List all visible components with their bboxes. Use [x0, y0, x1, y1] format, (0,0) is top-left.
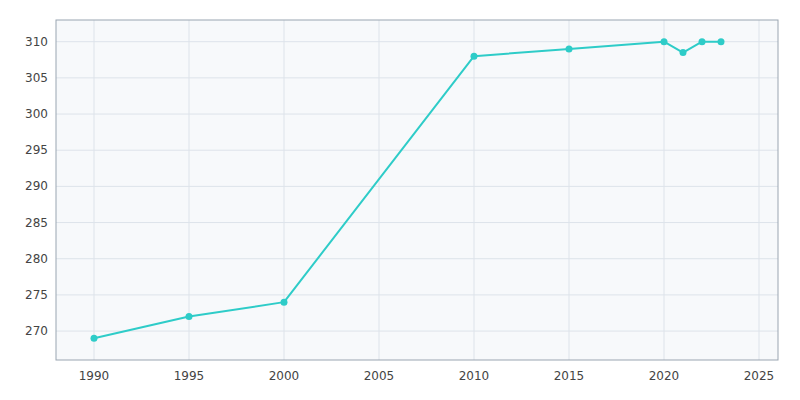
point [186, 313, 193, 320]
grid [56, 20, 778, 360]
x-tick-label: 2005 [364, 369, 395, 383]
x-grid-line [379, 20, 380, 360]
y-tick-label: 310 [25, 35, 48, 49]
y-grid-line [56, 186, 778, 187]
y-tick-label: 270 [25, 324, 48, 338]
series [91, 38, 725, 342]
x-grid-line [189, 20, 190, 360]
x-grid-line [664, 20, 665, 360]
x-tick-label: 2025 [744, 369, 775, 383]
y-tick-label: 285 [25, 216, 48, 230]
y-grid-line [56, 77, 778, 78]
y-tick-label: 290 [25, 179, 48, 193]
x-grid-line [94, 20, 95, 360]
x-grid-line [759, 20, 760, 360]
x-tick-label: 2015 [554, 369, 585, 383]
plot-frame [56, 20, 778, 360]
y-tick-label: 280 [25, 252, 48, 266]
point [680, 49, 687, 56]
x-tick-label: 2000 [269, 369, 300, 383]
point [91, 335, 98, 342]
y-tick-label: 300 [25, 107, 48, 121]
point [699, 38, 706, 45]
y-tick-label: 305 [25, 71, 48, 85]
plot-background [56, 20, 778, 360]
x-grid-line [569, 20, 570, 360]
x-grid-line [474, 20, 475, 360]
y-grid-line [56, 150, 778, 151]
y-tick-label: 295 [25, 143, 48, 157]
point [566, 45, 573, 52]
y-grid-line [56, 331, 778, 332]
x-grid-line [284, 20, 285, 360]
y-grid-line [56, 41, 778, 42]
y-grid-line [56, 114, 778, 115]
y-tick-label: 275 [25, 288, 48, 302]
chart-container: 1990 1995 2000 2005 2010 2015 2020 2025 270 275 28… [0, 0, 800, 400]
x-tick-label: 1990 [79, 369, 110, 383]
y-grid-line [56, 222, 778, 223]
y-grid-line [56, 258, 778, 259]
point [281, 299, 288, 306]
tick-labels: 1990 1995 2000 2005 2010 2015 2020 2025 270 275 28… [25, 35, 774, 383]
chart-svg: 1990 1995 2000 2005 2010 2015 2020 2025 270 275 28… [0, 0, 800, 400]
y-grid-line [56, 294, 778, 295]
point [718, 38, 725, 45]
line [94, 42, 721, 339]
x-tick-label: 2020 [649, 369, 680, 383]
point [661, 38, 668, 45]
point [471, 53, 478, 60]
x-tick-label: 1995 [174, 369, 205, 383]
x-tick-label: 2010 [459, 369, 490, 383]
